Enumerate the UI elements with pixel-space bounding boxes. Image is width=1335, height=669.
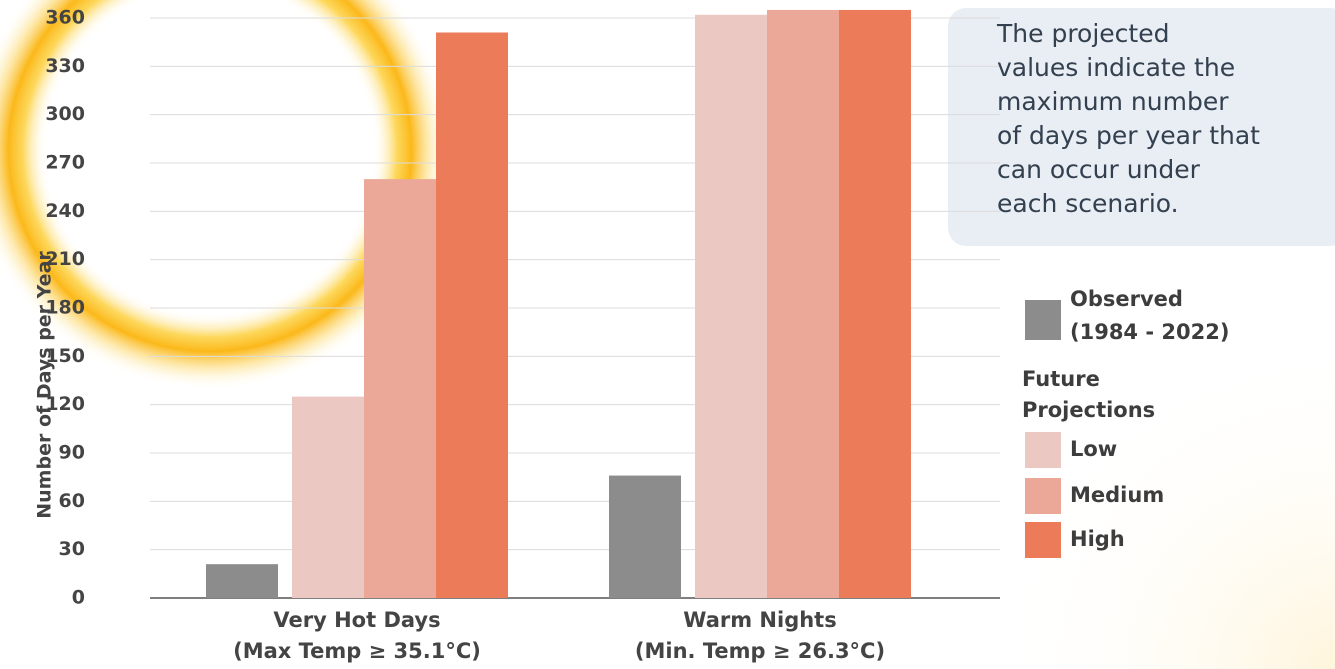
legend-swatch — [1025, 478, 1061, 514]
annotation-line: of days per year that — [997, 121, 1260, 150]
x-tick-label: Very Hot Days — [273, 608, 440, 632]
chart: Number of Days per Year 0 30 60 90 120 150 180… — [0, 0, 1335, 669]
legend-label: Medium — [1070, 483, 1164, 507]
y-tick-label: 330 — [45, 55, 85, 77]
bar — [206, 564, 278, 598]
legend-swatch — [1025, 432, 1061, 468]
bar — [292, 397, 364, 598]
legend-label: High — [1070, 527, 1125, 551]
y-tick-label: 30 — [59, 538, 85, 560]
y-tick-label: 360 — [45, 7, 85, 29]
bar — [767, 10, 839, 598]
x-tick-label: (Max Temp ≥ 35.1°C) — [233, 639, 481, 663]
bar — [364, 179, 436, 598]
y-tick-label: 150 — [45, 345, 85, 367]
legend-swatch — [1025, 522, 1061, 558]
y-tick-label: 90 — [59, 442, 85, 464]
annotation-line: maximum number — [997, 87, 1229, 116]
y-axis-label: Number of Days per Year — [34, 251, 56, 519]
bar — [436, 33, 508, 599]
bar — [609, 476, 681, 598]
legend-swatch — [1025, 300, 1061, 340]
y-tick-label: 60 — [59, 490, 85, 512]
y-tick-label: 210 — [45, 248, 85, 270]
x-tick-label: (Min. Temp ≥ 26.3°C) — [635, 639, 885, 663]
bar — [839, 10, 911, 598]
annotation-line: values indicate the — [997, 53, 1235, 82]
annotation-line: can occur under — [997, 155, 1201, 184]
x-tick-label: Warm Nights — [683, 608, 836, 632]
y-tick-label: 240 — [45, 200, 85, 222]
bar — [695, 15, 767, 598]
background-glow — [900, 250, 1335, 669]
y-tick-label: 300 — [45, 103, 85, 125]
y-tick-label: 0 — [72, 587, 85, 609]
y-tick-label: 180 — [45, 297, 85, 319]
legend-label: Low — [1070, 437, 1117, 461]
y-tick-label: 120 — [45, 393, 85, 415]
annotation-line: The projected — [996, 19, 1169, 48]
y-tick-label: 270 — [45, 152, 85, 174]
annotation-line: each scenario. — [997, 189, 1179, 218]
